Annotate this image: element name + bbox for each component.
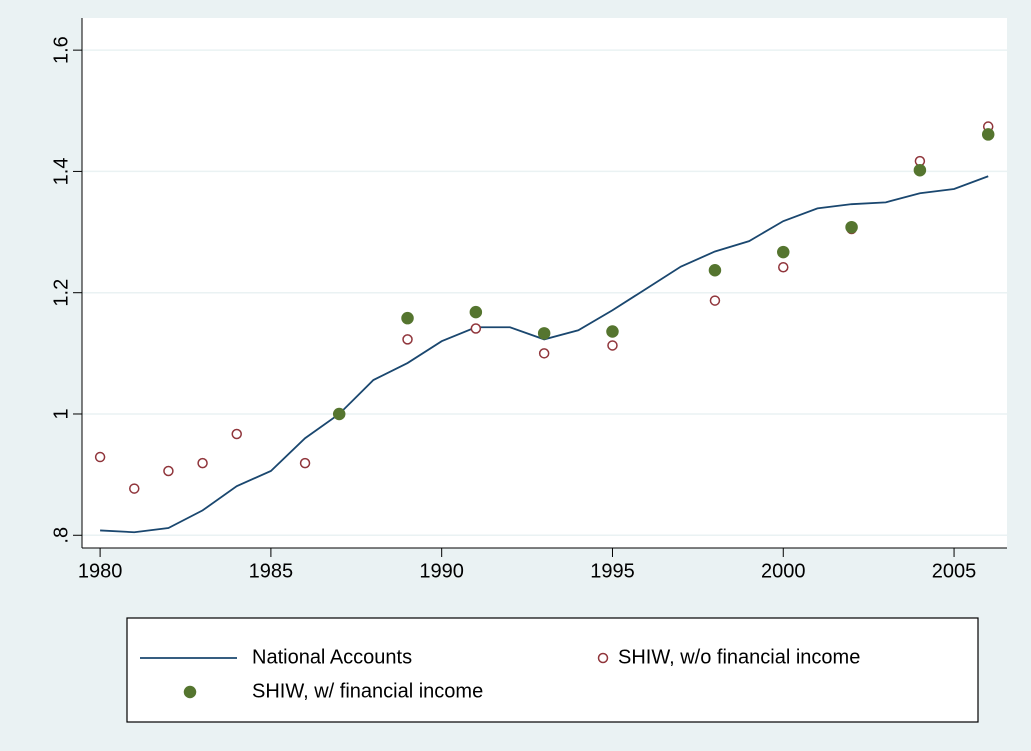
point xyxy=(708,264,722,277)
point xyxy=(778,261,789,273)
x-tick-label: 1980 xyxy=(78,560,123,582)
point xyxy=(401,311,414,325)
point xyxy=(981,128,995,141)
point xyxy=(470,323,482,334)
point xyxy=(777,245,790,259)
plot-area xyxy=(82,18,1007,548)
point xyxy=(913,163,927,177)
point xyxy=(129,483,140,494)
point xyxy=(299,457,311,469)
x-tick-label: 1995 xyxy=(590,560,635,582)
y-tick-label: 1.4 xyxy=(50,158,72,186)
x-tick-label: 2000 xyxy=(761,560,806,582)
legend-label: SHIW, w/ financial income xyxy=(252,680,483,702)
point xyxy=(163,465,174,477)
y-tick-label: .8 xyxy=(50,527,72,544)
x-tick-label: 1985 xyxy=(249,560,294,582)
point xyxy=(607,340,618,351)
point xyxy=(402,334,413,345)
point xyxy=(709,295,721,306)
point xyxy=(537,327,551,340)
legend-label: National Accounts xyxy=(252,646,412,668)
point xyxy=(332,407,346,421)
y-tick-label: 1 xyxy=(50,408,72,419)
legend xyxy=(126,617,979,723)
point xyxy=(538,348,550,359)
point xyxy=(845,220,858,234)
y-tick-label: 1.2 xyxy=(50,279,72,307)
x-tick-label: 1990 xyxy=(419,560,464,582)
legend-swatch xyxy=(183,685,197,699)
point xyxy=(606,325,619,338)
point xyxy=(197,457,208,469)
point xyxy=(94,451,106,463)
x-tick-label: 2005 xyxy=(932,560,977,582)
point xyxy=(469,305,483,319)
legend-swatch xyxy=(597,652,609,664)
point xyxy=(231,428,242,440)
y-tick-label: 1.6 xyxy=(50,36,72,64)
legend-label: SHIW, w/o financial income xyxy=(618,646,860,668)
